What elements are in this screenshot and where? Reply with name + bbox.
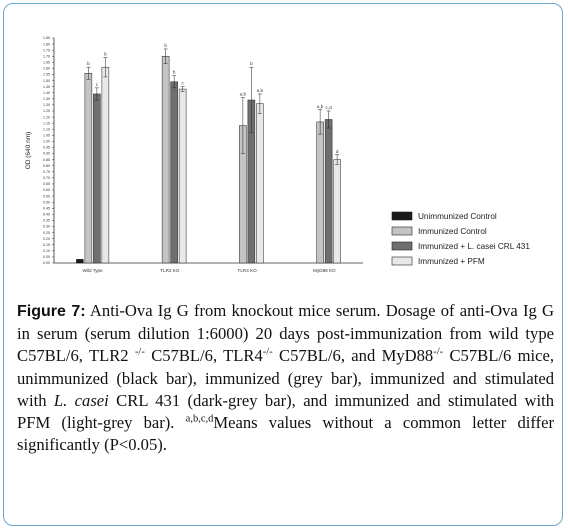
y-tick-label: 1.25 [43, 109, 50, 113]
bar [178, 88, 187, 264]
y-tick-label: 0.85 [43, 158, 50, 162]
caption-sup-1: -/- [134, 346, 145, 358]
caption-text-6: Means values without a common letter dif… [17, 413, 554, 455]
y-tick-label: 1.50 [43, 79, 50, 83]
y-tick-label: 1.35 [43, 97, 50, 101]
y-tick-label: 0.10 [43, 249, 50, 253]
figure-frame [3, 3, 563, 526]
legend-swatch [391, 211, 413, 221]
bar [101, 66, 110, 264]
significance-letter: d [336, 149, 339, 154]
legend-label: Immunized + L. casei CRL 431 [418, 242, 530, 251]
chart-axes: 0.00 0.05 0.10 0.15 0.20 0.25 0.30 0.35 0.40 0.45… [25, 36, 363, 273]
bar-chart: 0.00 0.05 0.10 0.15 0.20 0.25 0.30 0.35 0.40 0.45… [25, 36, 530, 273]
bar [84, 73, 93, 264]
legend-label: Unimmunized Control [418, 212, 497, 221]
significance-letter: a,b [317, 104, 324, 109]
y-tick-label: 1.75 [43, 48, 50, 52]
y-tick-label: 1.80 [43, 42, 50, 46]
figure-caption: Figure 7: Anti-Ova Ig G from knockout mi… [17, 300, 554, 456]
y-tick-label: 1.65 [43, 61, 50, 65]
significance-letter: b [250, 61, 253, 66]
legend-label: Immunized Control [418, 227, 487, 236]
significance-letter: b [104, 51, 107, 56]
legend-swatch [391, 256, 413, 266]
y-tick-label: 0.00 [43, 261, 50, 265]
y-tick-label: 0.25 [43, 231, 50, 235]
legend-label: Immunized + PFM [418, 257, 485, 266]
y-tick-label: 1.45 [43, 85, 50, 89]
bar [333, 159, 341, 264]
y-tick-label: 1.60 [43, 67, 50, 71]
y-tick-label: 0.70 [43, 176, 50, 180]
significance-letter: a,b [240, 92, 247, 97]
significance-letter: c,d [326, 105, 333, 110]
x-tick-label: MyD88 KO [313, 268, 336, 273]
significance-letter: b [173, 70, 176, 75]
bar [76, 259, 84, 264]
significance-letter: b [164, 43, 167, 48]
y-axis-title: OD (640 nm) [25, 132, 32, 170]
caption-text-5: CRL 431 (dark-grey bar), and immunized a… [17, 390, 554, 433]
y-tick-label: 1.20 [43, 115, 50, 119]
y-tick-label: 0.75 [43, 170, 50, 174]
x-tick-label: TLR4 KO [238, 268, 258, 273]
y-tick-label: 1.70 [43, 54, 50, 58]
caption-text-4: C57BL/6 mice, unimmunized (black bar), i… [17, 346, 554, 410]
significance-letter: a,b [257, 88, 264, 93]
y-tick-label: 0.55 [43, 194, 50, 198]
bar [256, 103, 264, 264]
y-tick-label: 1.15 [43, 121, 50, 125]
significance-letter: c [181, 81, 184, 86]
y-tick-label: 1.05 [43, 133, 50, 137]
y-tick-label: 0.90 [43, 152, 50, 156]
significance-letter: c [96, 82, 99, 87]
y-tick-label: 0.45 [43, 206, 50, 210]
y-tick-label: 1.30 [43, 103, 50, 107]
y-tick-label: 0.50 [43, 200, 50, 204]
caption-text-2: C57BL/6, TLR4 [144, 346, 263, 366]
legend-swatch [391, 241, 413, 251]
y-tick-label: 0.30 [43, 225, 50, 229]
y-tick-label: 0.20 [43, 237, 50, 241]
significance-letter: b [87, 61, 90, 66]
y-tick-label: 0.40 [43, 213, 50, 217]
caption-sup-3: -/- [433, 346, 444, 358]
chart-legend: Unimmunized Control Immunized Control Immu… [391, 211, 530, 266]
caption-sup-2: -/- [262, 346, 273, 358]
bar [324, 119, 333, 264]
bar [161, 55, 170, 264]
figure-label: Figure 7: [17, 303, 86, 320]
bar [93, 93, 101, 264]
x-tick-label: TLR2 KO [160, 268, 180, 273]
caption-text-1: Anti-Ova Ig G from knockout mice serum. … [17, 301, 554, 366]
y-tick-label: 1.00 [43, 140, 50, 144]
y-tick-label: 0.95 [43, 146, 50, 150]
x-tick-label: Wild Type [83, 268, 104, 273]
y-tick-label: 1.40 [43, 91, 50, 95]
caption-italic-species: L. casei [53, 390, 109, 410]
caption-sup-4: a,b,c,d [185, 413, 214, 425]
y-tick-label: 0.65 [43, 182, 50, 186]
legend-swatch [391, 226, 413, 236]
y-tick-label: 1.85 [43, 36, 50, 40]
y-tick-label: 0.05 [43, 255, 50, 259]
y-tick-label: 0.60 [43, 188, 50, 192]
bar [170, 81, 178, 264]
y-tick-label: 0.80 [43, 164, 50, 168]
caption-text-3: C57BL/6, and MyD88 [272, 346, 434, 366]
y-tick-label: 1.55 [43, 73, 50, 77]
y-tick-label: 1.10 [43, 127, 50, 131]
y-tick-label: 0.15 [43, 243, 50, 247]
bar [316, 121, 324, 264]
y-tick-label: 0.35 [43, 219, 50, 223]
